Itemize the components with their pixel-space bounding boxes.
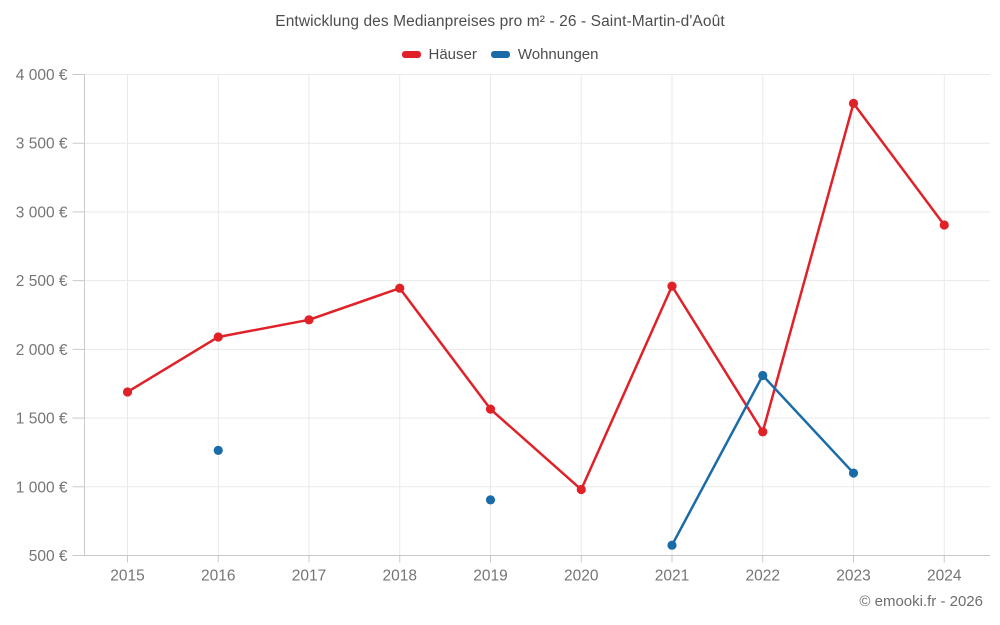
data-point-häuser-2022[interactable]	[758, 427, 768, 437]
x-tick-label: 2017	[292, 568, 326, 585]
y-tick-label: 2 500 €	[16, 273, 68, 290]
data-point-wohnungen-2022[interactable]	[758, 370, 768, 381]
y-tick-label: 4 000 €	[16, 67, 68, 84]
hauser-series-swatch-icon	[401, 51, 421, 58]
axis-ticks	[72, 74, 945, 563]
data-point-häuser-2015[interactable]	[122, 387, 133, 397]
data-point-häuser-2019[interactable]	[485, 404, 496, 414]
y-tick-label: 2 000 €	[16, 342, 68, 359]
data-point-wohnungen-2019[interactable]	[485, 495, 496, 505]
data-point-wohnungen-2023[interactable]	[848, 468, 859, 478]
axes	[72, 74, 990, 556]
data-point-häuser-2017[interactable]	[304, 315, 314, 325]
legend-item-hauser[interactable]: Häuser	[401, 46, 477, 63]
y-tick-label: 3 500 €	[16, 136, 68, 153]
data-point-wohnungen-2021[interactable]	[667, 540, 677, 550]
data-point-häuser-2020[interactable]	[576, 484, 586, 495]
x-tick-label: 2015	[110, 568, 144, 585]
x-tick-label: 2022	[746, 568, 780, 585]
x-tick-label: 2019	[473, 568, 507, 585]
legend: Häuser Wohnungen	[0, 46, 1000, 63]
data-point-häuser-2016[interactable]	[213, 332, 223, 342]
x-tick-label: 2023	[836, 568, 870, 585]
data-point-wohnungen-2016[interactable]	[213, 445, 223, 455]
x-tick-label: 2016	[201, 568, 235, 585]
series-line-häuser	[126, 102, 946, 491]
series-lines	[126, 102, 946, 547]
series-points	[122, 98, 949, 550]
gridlines	[84, 74, 990, 556]
chart-title: Entwicklung des Medianpreises pro m² - 2…	[275, 13, 725, 30]
data-point-häuser-2023[interactable]	[848, 98, 859, 108]
y-tick-label: 1 000 €	[16, 479, 68, 496]
wohnungen-series-swatch-icon	[490, 51, 510, 58]
x-axis-labels: 2015 2016 2017 2018 2019 2020 2021 2022 2023 2024	[110, 568, 962, 585]
y-tick-label: 3 000 €	[16, 204, 68, 221]
data-point-häuser-2018[interactable]	[395, 283, 405, 293]
footer-credit: © emooki.fr - 2026	[859, 593, 983, 610]
y-tick-label: 1 500 €	[16, 411, 68, 428]
x-tick-label: 2018	[383, 568, 417, 585]
y-axis-labels: 500 € 1 000 € 1 500 € 2 000 € 2 500 € 3 000 €…	[16, 67, 68, 565]
legend-label-wohnungen: Wohnungen	[517, 46, 599, 63]
x-tick-label: 2020	[564, 568, 599, 585]
y-tick-label: 500 €	[29, 548, 68, 565]
x-tick-label: 2024	[927, 568, 962, 585]
legend-label-hauser: Häuser	[428, 46, 477, 63]
data-point-häuser-2021[interactable]	[667, 281, 677, 291]
data-point-häuser-2024[interactable]	[939, 220, 949, 230]
x-tick-label: 2021	[655, 568, 689, 585]
legend-item-wohnungen[interactable]: Wohnungen	[490, 46, 599, 63]
